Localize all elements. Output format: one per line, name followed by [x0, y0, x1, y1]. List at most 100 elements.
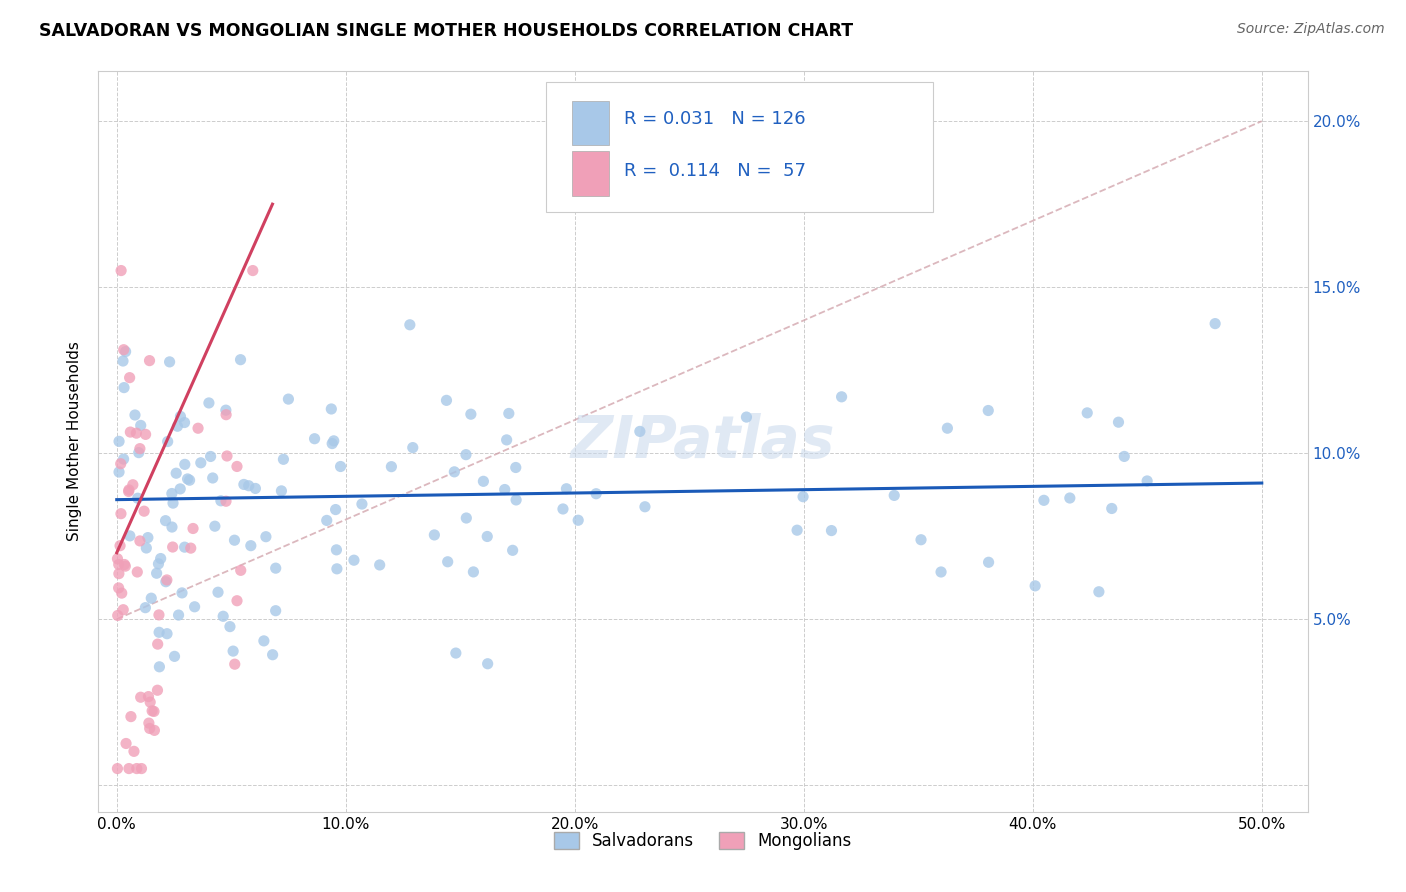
Point: [110, 507, 132, 521]
Point: [146, 637, 169, 651]
Point: [222, 644, 245, 658]
Point: [315, 513, 337, 527]
Point: [108, 434, 131, 449]
Point: [329, 459, 352, 474]
Point: [112, 343, 135, 357]
Point: [883, 488, 905, 502]
Point: [229, 563, 252, 577]
Point: [456, 511, 478, 525]
Point: [239, 539, 262, 553]
Text: R =  0.114   N =  57: R = 0.114 N = 57: [624, 161, 807, 179]
Point: [245, 482, 267, 496]
Point: [107, 558, 129, 572]
Point: [224, 533, 246, 548]
Point: [135, 427, 157, 442]
Point: [350, 497, 373, 511]
Point: [156, 626, 179, 640]
Point: [402, 441, 425, 455]
Point: [1114, 450, 1136, 464]
Point: [325, 542, 347, 557]
Point: [262, 648, 284, 662]
Point: [232, 477, 254, 491]
Point: [146, 683, 169, 698]
Point: [148, 625, 170, 640]
Point: [183, 599, 205, 614]
Point: [551, 502, 574, 516]
Point: [209, 493, 232, 508]
Point: [138, 716, 160, 731]
Point: [148, 660, 170, 674]
Text: SALVADORAN VS MONGOLIAN SINGLE MOTHER HOUSEHOLDS CORRELATION CHART: SALVADORAN VS MONGOLIAN SINGLE MOTHER HO…: [39, 22, 853, 40]
Point: [463, 565, 485, 579]
Point: [143, 705, 166, 719]
Point: [273, 452, 295, 467]
Point: [114, 559, 136, 574]
Point: [198, 396, 221, 410]
Point: [162, 540, 184, 554]
Point: [155, 514, 177, 528]
Point: [253, 633, 276, 648]
Point: [322, 434, 344, 448]
Point: [187, 421, 209, 435]
Y-axis label: Single Mother Households: Single Mother Households: [67, 342, 83, 541]
Point: [270, 483, 292, 498]
Point: [107, 581, 129, 595]
Point: [368, 558, 391, 572]
Point: [219, 619, 242, 633]
Point: [498, 407, 520, 421]
Point: [201, 471, 224, 485]
Point: [555, 482, 578, 496]
Point: [321, 401, 343, 416]
Point: [138, 690, 160, 704]
Point: [505, 492, 527, 507]
Point: [111, 354, 134, 368]
Point: [128, 442, 150, 456]
Point: [567, 513, 589, 527]
Text: ZIPatlas: ZIPatlas: [571, 413, 835, 470]
FancyBboxPatch shape: [572, 101, 609, 145]
FancyBboxPatch shape: [572, 152, 609, 195]
Point: [190, 456, 212, 470]
Point: [129, 533, 152, 548]
Point: [162, 496, 184, 510]
Point: [120, 425, 142, 439]
Point: [494, 483, 516, 497]
Point: [326, 562, 349, 576]
Point: [118, 370, 141, 384]
Point: [112, 603, 135, 617]
Point: [138, 353, 160, 368]
Point: [502, 543, 524, 558]
Point: [212, 609, 235, 624]
Point: [159, 355, 181, 369]
Point: [936, 421, 959, 435]
Point: [786, 523, 808, 537]
Point: [179, 473, 201, 487]
Point: [112, 381, 135, 395]
Point: [1204, 317, 1226, 331]
Point: [120, 709, 142, 723]
Point: [139, 695, 162, 709]
Point: [156, 573, 179, 587]
Point: [118, 762, 141, 776]
Point: [173, 458, 195, 472]
Point: [585, 487, 607, 501]
Point: [127, 565, 149, 579]
Point: [155, 574, 177, 589]
Point: [148, 607, 170, 622]
Point: [107, 762, 129, 776]
Point: [277, 392, 299, 406]
Point: [141, 704, 163, 718]
Point: [495, 433, 517, 447]
Point: [145, 566, 167, 581]
Point: [207, 585, 229, 599]
Point: [129, 690, 152, 705]
Point: [304, 432, 326, 446]
Point: [135, 541, 157, 555]
Point: [173, 416, 195, 430]
FancyBboxPatch shape: [546, 82, 932, 212]
Point: [477, 529, 499, 543]
Text: R = 0.031   N = 126: R = 0.031 N = 126: [624, 110, 806, 128]
Point: [180, 541, 202, 555]
Point: [108, 539, 131, 553]
Point: [141, 591, 163, 606]
